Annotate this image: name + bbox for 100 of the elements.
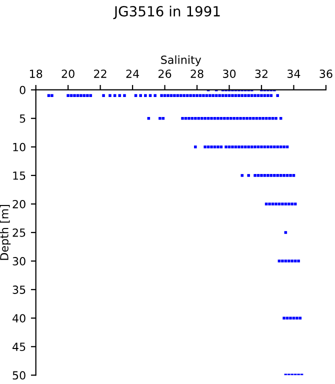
point bbox=[220, 117, 223, 120]
point bbox=[270, 146, 273, 148]
point bbox=[250, 146, 254, 148]
point bbox=[50, 94, 54, 97]
point bbox=[194, 117, 197, 120]
point bbox=[281, 260, 284, 262]
point bbox=[279, 117, 282, 120]
point bbox=[170, 94, 173, 97]
point bbox=[102, 94, 105, 97]
point bbox=[213, 146, 216, 148]
point bbox=[224, 146, 228, 148]
point bbox=[254, 174, 256, 177]
point bbox=[278, 260, 281, 262]
point bbox=[286, 316, 289, 320]
point bbox=[206, 117, 210, 120]
point bbox=[264, 117, 268, 120]
y-axis-title: Depth [m] bbox=[0, 205, 11, 260]
point bbox=[276, 174, 279, 177]
point bbox=[210, 117, 213, 120]
point bbox=[190, 117, 194, 120]
point bbox=[247, 146, 250, 148]
point bbox=[189, 94, 192, 97]
point bbox=[206, 146, 210, 148]
point bbox=[208, 94, 212, 97]
point bbox=[196, 94, 198, 97]
point bbox=[239, 117, 242, 120]
point bbox=[186, 94, 189, 97]
point bbox=[221, 94, 224, 97]
point bbox=[284, 202, 288, 206]
point bbox=[274, 117, 278, 120]
point bbox=[194, 146, 197, 148]
point bbox=[162, 117, 165, 120]
point bbox=[160, 94, 163, 97]
point bbox=[70, 94, 73, 97]
point bbox=[287, 260, 290, 262]
point bbox=[292, 174, 296, 177]
point bbox=[226, 117, 230, 120]
point bbox=[297, 260, 300, 262]
point bbox=[148, 94, 152, 97]
x-tick-label: 22 bbox=[94, 70, 106, 78]
point bbox=[218, 94, 221, 97]
point bbox=[266, 146, 270, 148]
y-tick-label: 20 bbox=[12, 200, 26, 208]
point bbox=[263, 94, 266, 97]
point bbox=[147, 117, 150, 120]
point bbox=[86, 94, 89, 97]
point bbox=[154, 94, 156, 97]
x-tick-label: 18 bbox=[30, 70, 42, 78]
point bbox=[240, 146, 244, 148]
point bbox=[234, 146, 238, 148]
point bbox=[80, 94, 82, 97]
point bbox=[244, 94, 247, 97]
chart-title: JG3516 in 1991 bbox=[113, 6, 220, 20]
point bbox=[286, 146, 289, 148]
x-tick-label: 32 bbox=[255, 70, 268, 78]
point bbox=[263, 146, 266, 148]
point bbox=[274, 202, 278, 206]
point bbox=[229, 117, 232, 120]
point bbox=[82, 94, 86, 97]
point bbox=[282, 316, 286, 320]
point bbox=[123, 94, 126, 97]
point bbox=[89, 94, 92, 97]
point bbox=[268, 202, 271, 206]
point bbox=[246, 117, 248, 120]
point bbox=[216, 117, 220, 120]
point bbox=[289, 174, 292, 177]
point bbox=[256, 174, 260, 177]
x-tick-label: 20 bbox=[62, 70, 74, 78]
point bbox=[232, 117, 236, 120]
point bbox=[256, 146, 260, 148]
point bbox=[212, 94, 215, 97]
point bbox=[270, 174, 273, 177]
point bbox=[271, 117, 274, 120]
point bbox=[223, 117, 226, 120]
point bbox=[281, 202, 284, 206]
point bbox=[276, 146, 279, 148]
point bbox=[286, 174, 289, 177]
point bbox=[176, 94, 180, 97]
point bbox=[238, 146, 240, 148]
y-tick-label: 40 bbox=[12, 314, 26, 322]
point bbox=[290, 202, 294, 206]
point bbox=[228, 94, 231, 97]
point bbox=[216, 146, 220, 148]
point bbox=[182, 94, 186, 97]
point bbox=[250, 94, 254, 97]
y-tick-label: 5 bbox=[20, 114, 26, 123]
point bbox=[184, 117, 188, 120]
point bbox=[73, 94, 76, 97]
x-axis-title: Salinity bbox=[161, 55, 202, 66]
point bbox=[260, 146, 263, 148]
point bbox=[282, 146, 286, 148]
point bbox=[166, 94, 170, 97]
point bbox=[205, 94, 208, 97]
point bbox=[244, 146, 247, 148]
y-tick-label: 0 bbox=[20, 86, 26, 94]
x-tick-label: 28 bbox=[190, 70, 204, 78]
point bbox=[263, 174, 266, 177]
x-tick-label: 34 bbox=[288, 70, 300, 78]
point bbox=[202, 94, 205, 97]
point bbox=[47, 94, 50, 97]
